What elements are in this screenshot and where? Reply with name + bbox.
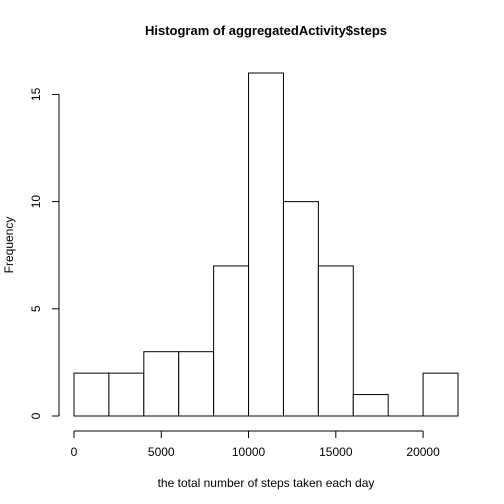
y-tick-label: 10 (29, 195, 43, 209)
x-tick-label: 10000 (232, 445, 266, 459)
chart-title: Histogram of aggregatedActivity$steps (145, 23, 387, 38)
histogram-bar-3 (178, 351, 215, 417)
x-tick-label: 20000 (406, 445, 440, 459)
histogram-bar-7 (317, 265, 354, 417)
x-axis-label: the total number of steps taken each day (158, 476, 375, 490)
y-axis-label: Frequency (2, 217, 16, 274)
histogram-bar-10 (422, 372, 459, 417)
histogram-bar-2 (143, 351, 180, 417)
bars-group (73, 72, 459, 417)
y-tick-label: 0 (29, 412, 43, 419)
histogram-bar-5 (248, 72, 284, 417)
histogram-bar-0 (73, 372, 110, 417)
y-tick-label: 15 (29, 87, 43, 101)
histogram-bar-4 (213, 265, 250, 417)
x-tick-label: 0 (71, 445, 78, 459)
x-tick-label: 15000 (319, 445, 353, 459)
x-axis: 0 5000 10000 15000 20000 (71, 430, 440, 459)
histogram-bar-1 (108, 372, 145, 417)
y-tick-label: 5 (29, 305, 43, 312)
histogram-bar-6 (282, 201, 319, 417)
x-tick-label: 5000 (148, 445, 175, 459)
histogram-bar-8 (352, 394, 389, 417)
y-axis: 0 5 10 15 (29, 87, 60, 419)
